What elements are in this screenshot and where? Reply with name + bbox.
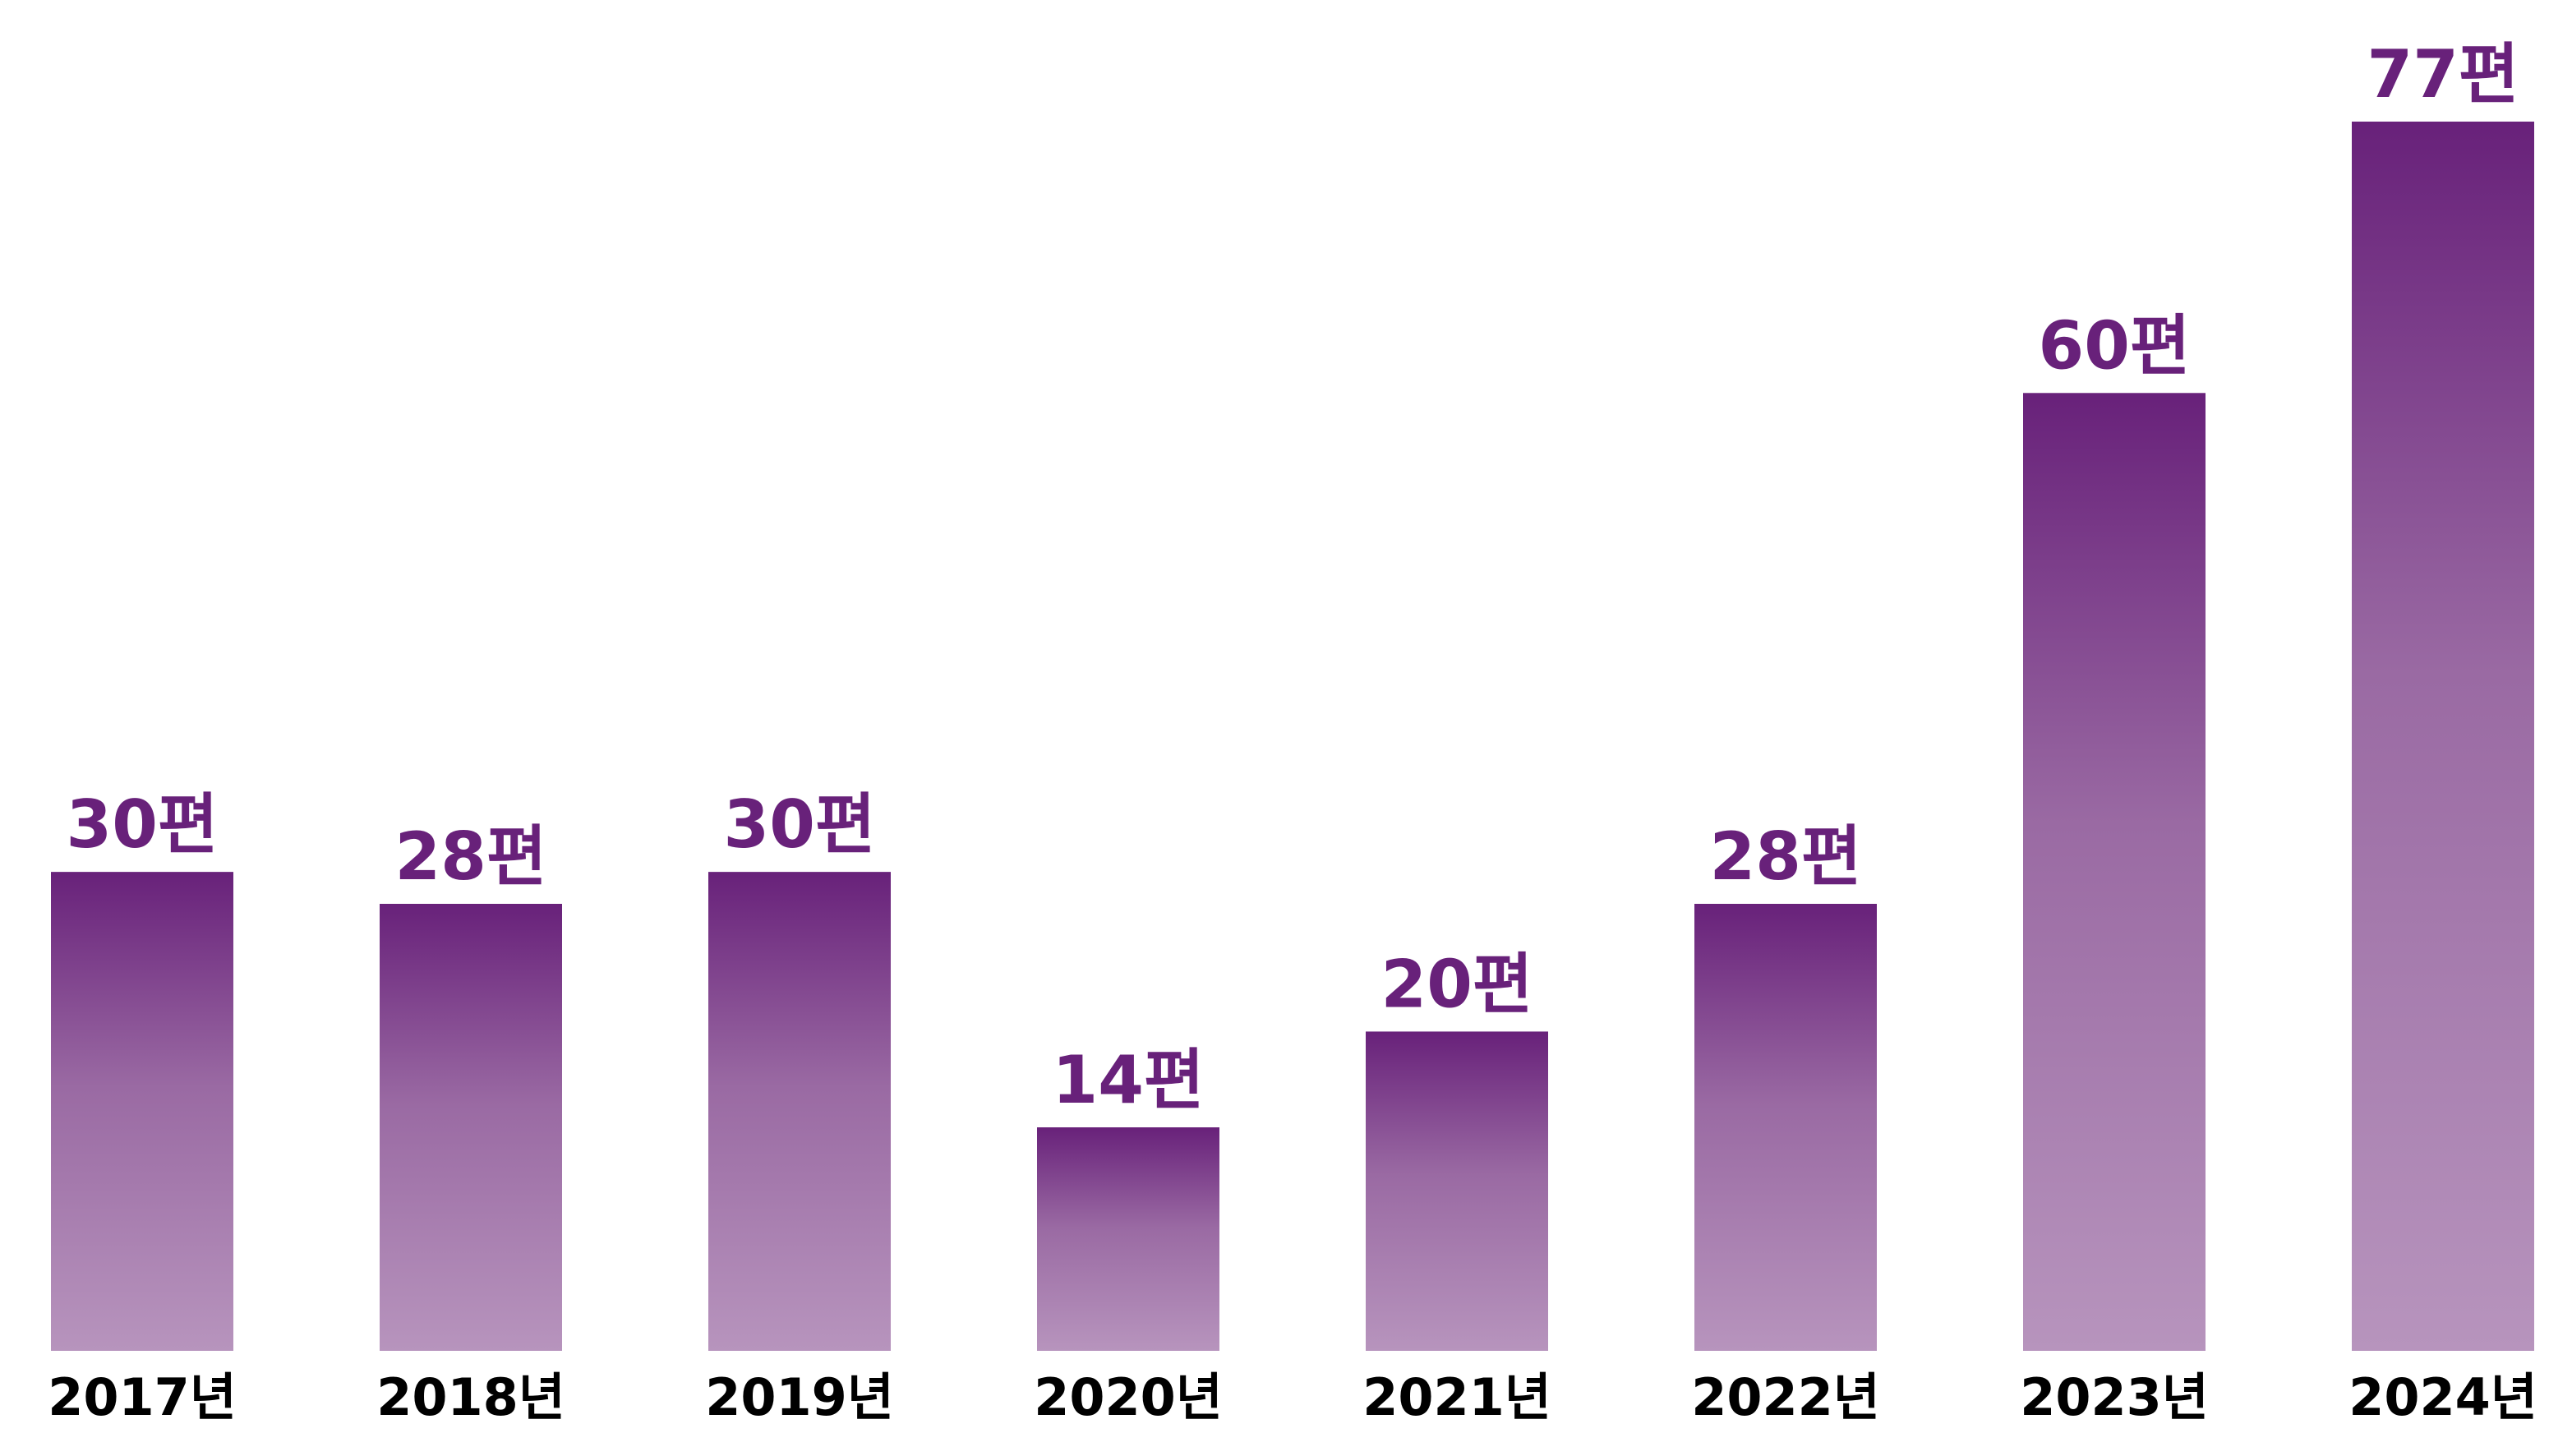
category-tick-label: 2023년 bbox=[2020, 1367, 2209, 1427]
category-tick-label: 2017년 bbox=[48, 1367, 237, 1427]
category-tick-label: 2018년 bbox=[376, 1367, 565, 1427]
bar-2017년 bbox=[51, 872, 233, 1351]
value-labels-group: 30편 28편 30편 14편 20편 28편 60편 77편 bbox=[67, 36, 2519, 1118]
bar-value-label: 30편 bbox=[724, 786, 876, 863]
bar-value-label: 14편 bbox=[1053, 1042, 1205, 1118]
bar-value-label: 28편 bbox=[1710, 818, 1862, 895]
category-tick-label: 2019년 bbox=[705, 1367, 894, 1427]
category-tick-label: 2021년 bbox=[1362, 1367, 1551, 1427]
bar-value-label: 28편 bbox=[395, 818, 547, 895]
category-labels-group: 2017년 2018년 2019년 2020년 2021년 2022년 2023년 2024년 bbox=[48, 1367, 2537, 1427]
category-tick-label: 2022년 bbox=[1691, 1367, 1880, 1427]
category-tick-label: 2020년 bbox=[1034, 1367, 1223, 1427]
category-tick-label: 2024년 bbox=[2348, 1367, 2537, 1427]
bar-value-label: 60편 bbox=[2039, 307, 2191, 384]
bar-2019년 bbox=[708, 872, 891, 1351]
bars-group bbox=[51, 122, 2534, 1352]
bar-value-label: 20편 bbox=[1381, 946, 1533, 1022]
bar-2024년 bbox=[2352, 122, 2534, 1351]
bar-value-label: 30편 bbox=[67, 786, 219, 863]
bar-2021년 bbox=[1366, 1031, 1548, 1351]
bar-2018년 bbox=[380, 904, 562, 1351]
bar-2020년 bbox=[1037, 1127, 1219, 1351]
bar-2023년 bbox=[2023, 393, 2206, 1352]
bar-value-label: 77편 bbox=[2367, 36, 2519, 113]
bar-2022년 bbox=[1694, 904, 1877, 1351]
